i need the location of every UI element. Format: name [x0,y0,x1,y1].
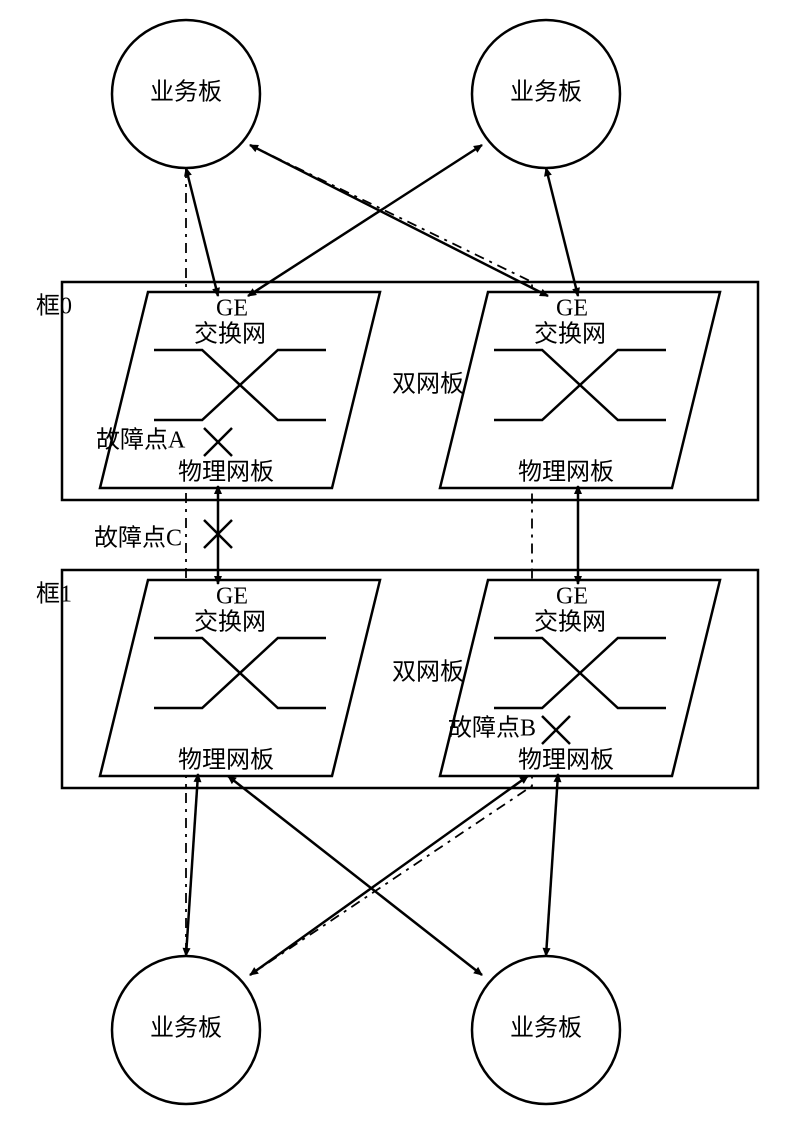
diagram-svg: 框0框1GE交换网物理网板故障点AGE交换网物理网板GE交换网物理网板GE交换网… [0,0,800,1129]
bottom-link-0 [186,774,198,956]
switch-net-label: 交换网 [194,321,266,348]
switch-net-label: 交换网 [534,321,606,348]
bottom-link-1 [546,774,558,956]
fault-a-label: 故障点A [96,427,186,454]
top-link-0 [186,168,218,296]
ge-label: GE [556,584,588,610]
phys-board-label: 物理网板 [518,747,614,774]
service-board-label: 业务板 [150,79,222,106]
service-board-label: 业务板 [510,79,582,106]
bottom-link-3 [228,776,482,975]
ge-label: GE [556,296,588,322]
service-board-label: 业务板 [510,1015,582,1042]
top-link-3 [248,145,482,296]
bottom-link-2 [250,776,528,975]
ge-label: GE [216,296,248,322]
fault-c-label: 故障点C [94,525,182,552]
diagram-container: 框0框1GE交换网物理网板故障点AGE交换网物理网板GE交换网物理网板GE交换网… [0,0,800,1129]
dual-board-label: 双网板 [392,659,464,686]
phys-board-label: 物理网板 [518,459,614,486]
top-link-2 [250,145,548,296]
ge-label: GE [216,584,248,610]
phys-board-label: 物理网板 [178,459,274,486]
top-link-1 [546,168,578,296]
phys-board-label: 物理网板 [178,747,274,774]
switch-net-label: 交换网 [194,609,266,636]
fault-b-label: 故障点B [448,715,536,742]
frame-label: 框1 [36,581,72,608]
dashed-guide-1 [250,145,532,975]
switch-net-label: 交换网 [534,609,606,636]
frame-label: 框0 [36,293,72,320]
service-board-label: 业务板 [150,1015,222,1042]
dual-board-label: 双网板 [392,371,464,398]
